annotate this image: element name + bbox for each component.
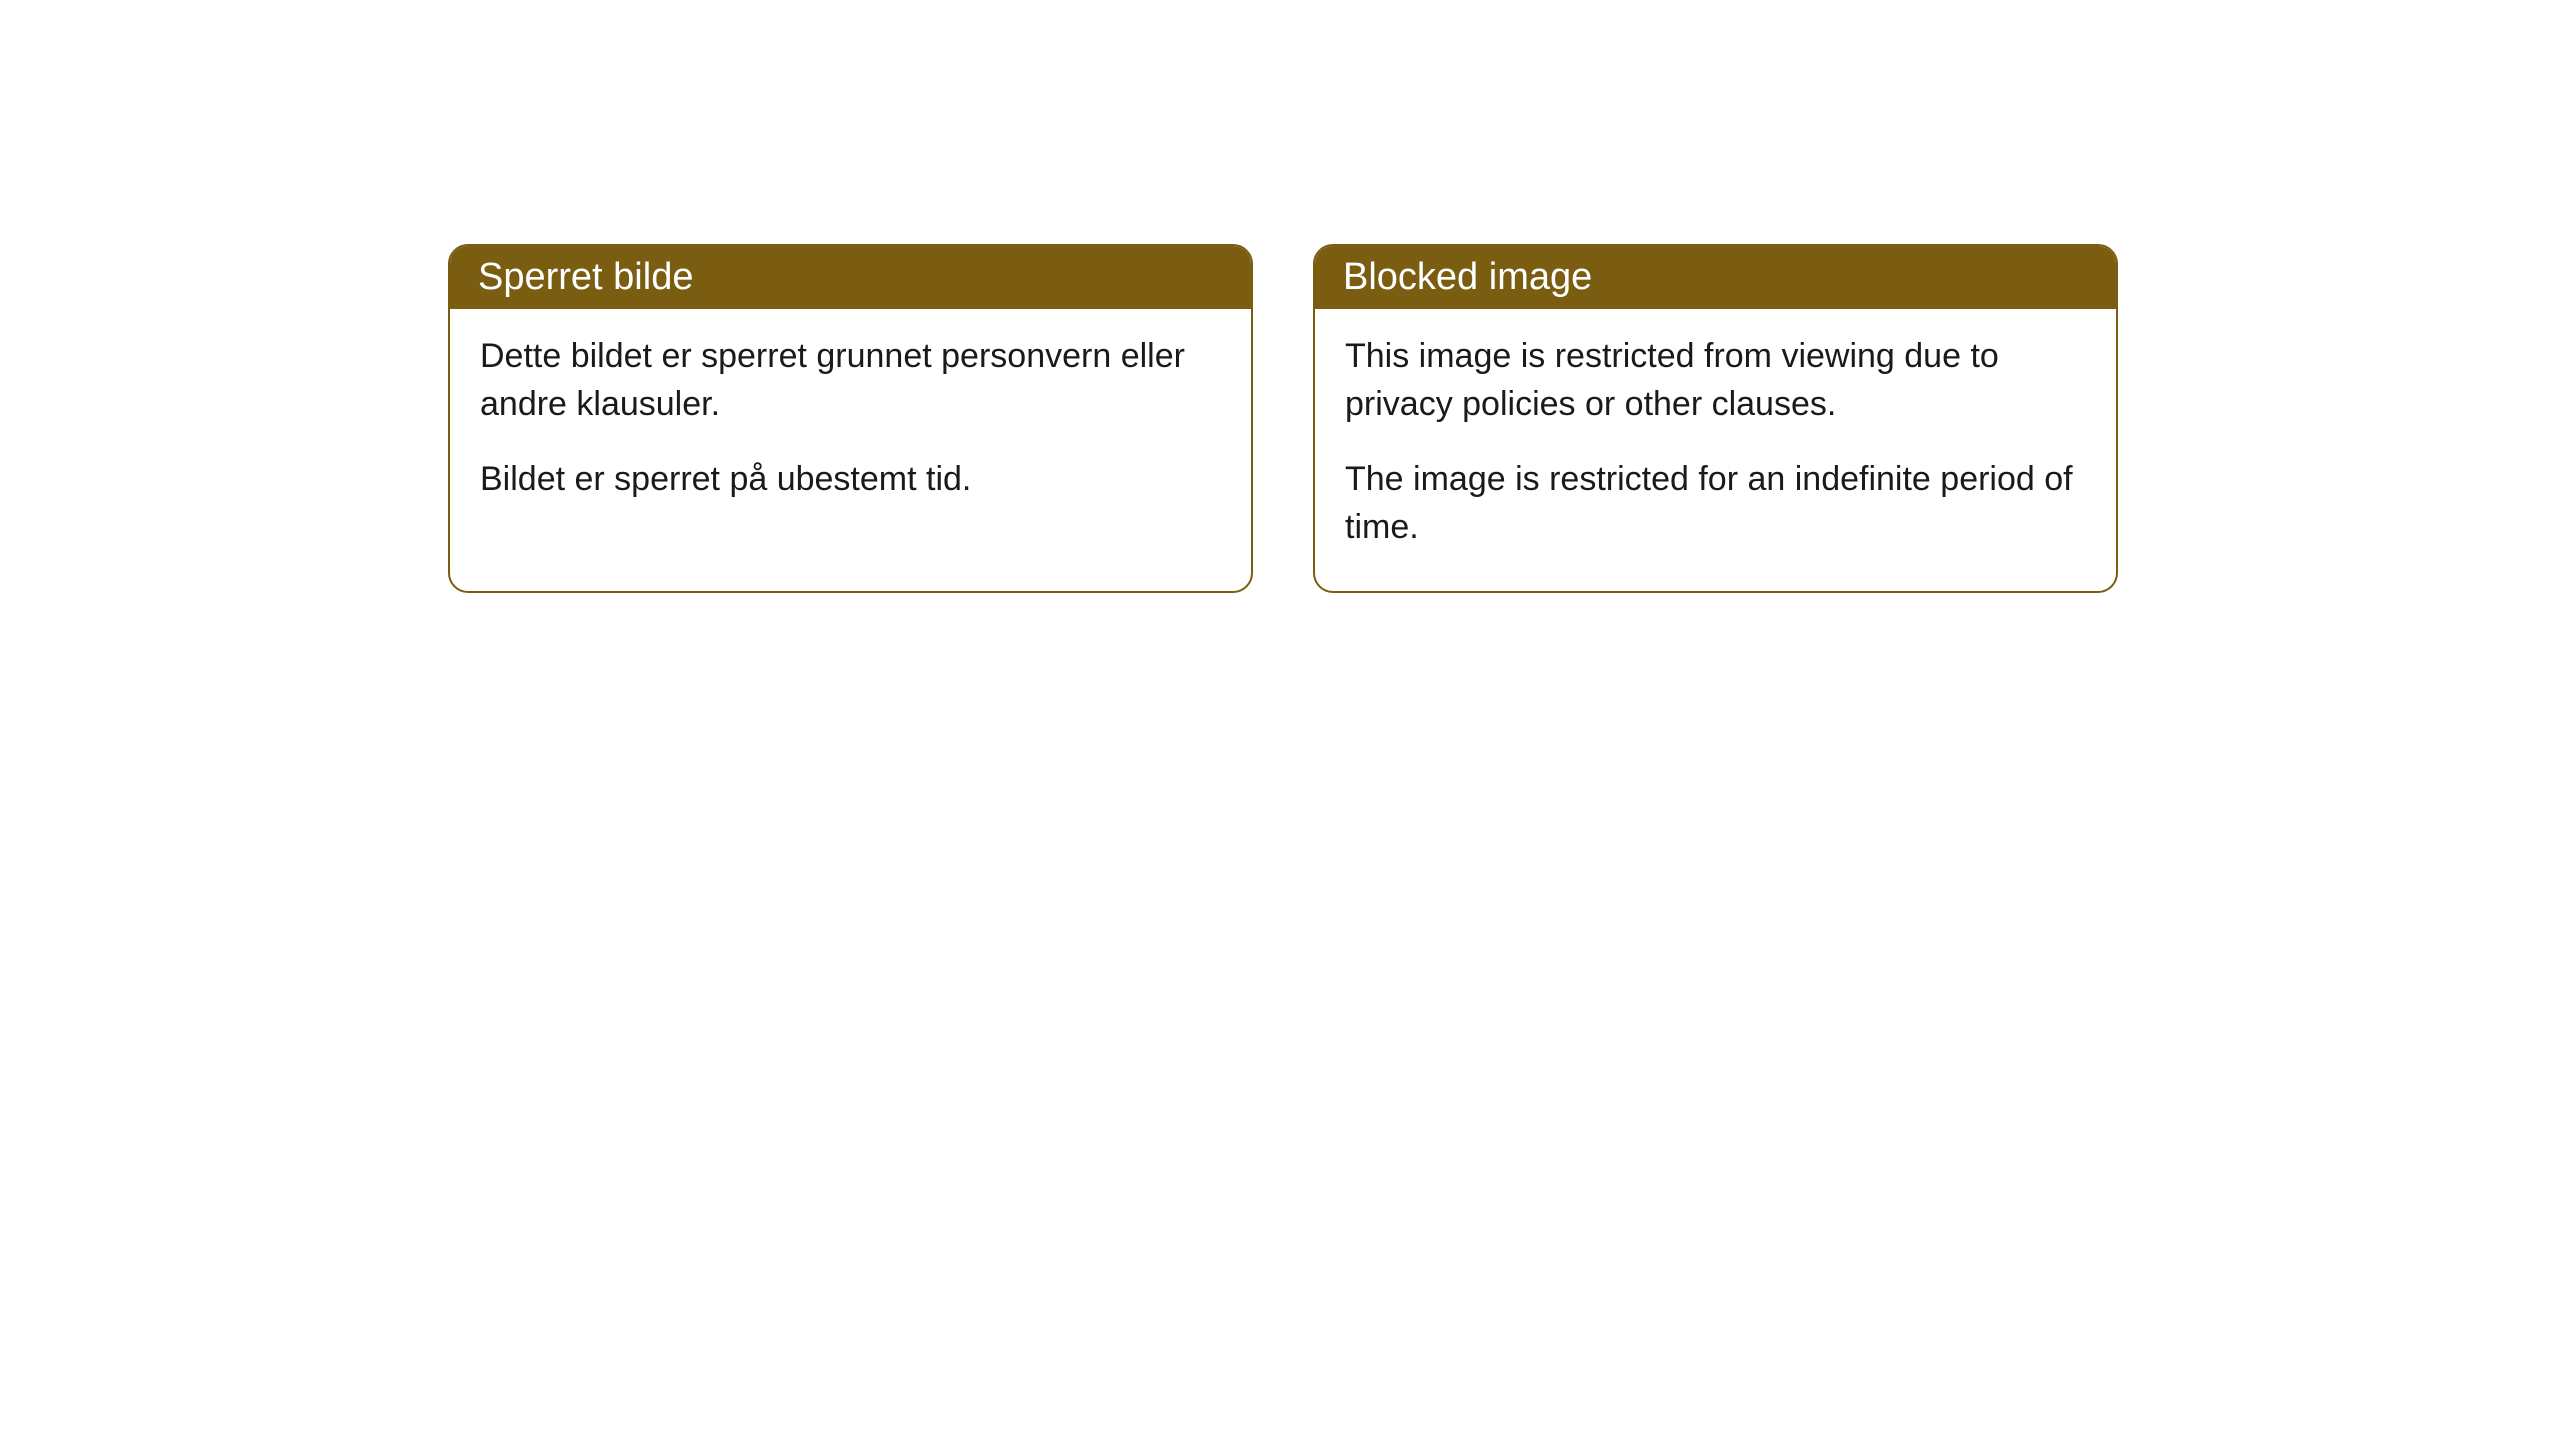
card-paragraph: Bildet er sperret på ubestemt tid. bbox=[480, 456, 1221, 504]
notice-card-norwegian: Sperret bilde Dette bildet er sperret gr… bbox=[448, 244, 1253, 593]
card-body: Dette bildet er sperret grunnet personve… bbox=[450, 309, 1251, 544]
card-title: Blocked image bbox=[1343, 256, 1592, 298]
notice-card-english: Blocked image This image is restricted f… bbox=[1313, 244, 2118, 593]
card-header: Blocked image bbox=[1315, 246, 2116, 309]
card-paragraph: This image is restricted from viewing du… bbox=[1345, 333, 2086, 428]
card-paragraph: The image is restricted for an indefinit… bbox=[1345, 456, 2086, 551]
notice-container: Sperret bilde Dette bildet er sperret gr… bbox=[0, 0, 2560, 593]
card-body: This image is restricted from viewing du… bbox=[1315, 309, 2116, 591]
card-header: Sperret bilde bbox=[450, 246, 1251, 309]
card-paragraph: Dette bildet er sperret grunnet personve… bbox=[480, 333, 1221, 428]
card-title: Sperret bilde bbox=[478, 256, 693, 298]
